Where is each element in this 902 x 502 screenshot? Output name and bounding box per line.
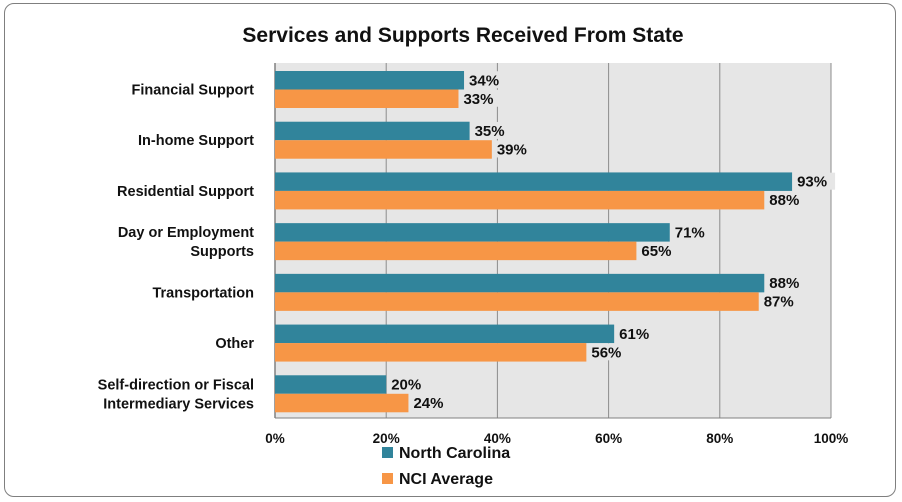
data-label: 33% [463, 91, 493, 108]
data-label-background [411, 394, 452, 412]
bar [275, 172, 793, 191]
x-tick-label: 80% [706, 431, 733, 446]
bar [275, 71, 465, 90]
bar [275, 343, 587, 362]
legend-label: NCI Average [399, 471, 493, 488]
legend-label: North Carolina [399, 445, 510, 462]
x-tick-label: 60% [595, 431, 622, 446]
data-label-background [589, 343, 630, 361]
data-label-background [389, 375, 430, 393]
bar [275, 393, 409, 413]
data-label: 93% [797, 174, 827, 191]
bar [275, 324, 615, 344]
data-label: 24% [413, 395, 443, 412]
data-label: 56% [591, 344, 621, 361]
data-label: 20% [391, 377, 421, 394]
legend-swatch [382, 473, 393, 484]
data-label-background [472, 121, 513, 139]
data-label: 34% [469, 72, 499, 89]
data-label-background [639, 241, 680, 259]
bar [275, 273, 765, 293]
category-label: Residential Support [117, 184, 254, 200]
x-tick-label: 40% [484, 431, 511, 446]
bar [275, 121, 470, 141]
bar [275, 241, 637, 261]
category-label: In-home Support [138, 133, 254, 149]
data-label-background [461, 89, 502, 107]
bar [275, 375, 387, 394]
data-label: 61% [619, 326, 649, 343]
category-label: Transportation [152, 285, 254, 301]
data-label: 35% [475, 123, 505, 140]
data-label: 87% [764, 294, 794, 311]
x-tick-label: 0% [265, 431, 285, 446]
data-label: 71% [675, 224, 705, 241]
data-label-background [795, 172, 836, 190]
bar [275, 190, 765, 210]
category-label: Day or Employment Supports [118, 225, 254, 260]
data-label-background [767, 274, 808, 292]
data-label-background [672, 223, 713, 241]
x-tick-label: 20% [373, 431, 400, 446]
data-label-background [467, 71, 508, 89]
legend-swatch [382, 447, 393, 458]
data-label-background [767, 191, 808, 209]
chart-title: Services and Supports Received From Stat… [242, 24, 683, 47]
category-label: Other [215, 336, 254, 352]
data-label: 39% [497, 141, 527, 158]
category-label: Financial Support [132, 83, 255, 99]
data-label: 65% [641, 243, 671, 260]
data-label-background [494, 140, 535, 158]
x-tick-label: 100% [814, 431, 849, 446]
data-label: 88% [769, 192, 799, 209]
category-label: Self-direction or Fiscal Intermediary Ser… [98, 377, 254, 412]
bar [275, 140, 492, 159]
data-label: 88% [769, 275, 799, 292]
bar [275, 292, 759, 311]
bar [275, 89, 459, 108]
data-label-background [761, 292, 802, 310]
bar [275, 223, 670, 242]
data-label-background [617, 324, 658, 342]
